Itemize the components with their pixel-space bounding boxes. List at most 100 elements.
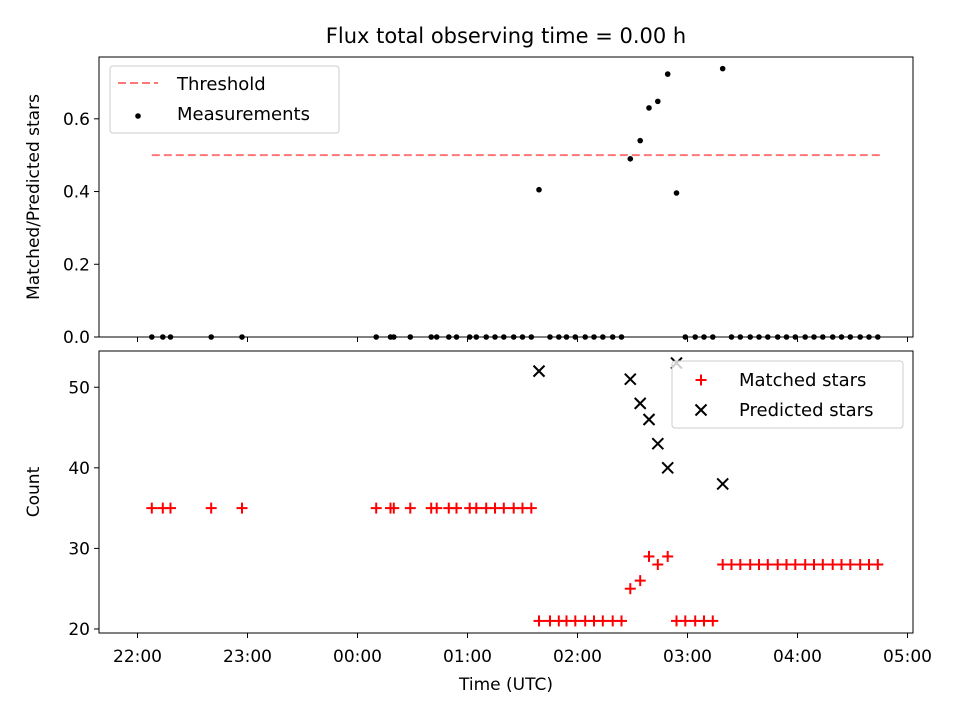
legend-predicted-swatch-b — [694, 403, 708, 417]
data-point — [453, 334, 460, 340]
data-point — [146, 502, 158, 514]
data-point — [624, 372, 637, 386]
data-point — [701, 334, 707, 340]
data-point — [651, 437, 665, 450]
data-point — [847, 334, 854, 340]
data-point — [692, 334, 698, 340]
data-point — [844, 559, 856, 571]
legend-predicted-label: Predicted stars — [739, 400, 873, 421]
count-panel: 22:00 23:00 00:00 01:00 02:00 03:00 04:00 05:00… — [24, 350, 932, 667]
legend-frame — [671, 360, 904, 429]
y-tick-label: 40 — [68, 459, 90, 479]
x-tick-label: 22:00 — [113, 647, 162, 667]
y-tick-label: 20 — [68, 620, 90, 640]
y-tick-label: 50 — [68, 378, 90, 398]
x-tick-label: 02:00 — [553, 647, 602, 667]
legend-matched-swatch — [695, 374, 707, 386]
legend: Threshold Measurements — [109, 65, 340, 134]
y-tick-label: 0.0 — [63, 328, 90, 348]
data-point — [208, 334, 214, 340]
legend-measurements-label: Measurements — [177, 104, 310, 125]
y-tick-label: 30 — [68, 539, 90, 559]
data-point — [857, 334, 863, 340]
data-point — [756, 334, 762, 340]
data-point — [556, 334, 562, 340]
data-point — [431, 502, 443, 514]
data-point — [483, 334, 490, 340]
data-point — [597, 615, 609, 627]
x-tick-label: 00:00 — [333, 647, 382, 667]
data-point — [774, 334, 781, 340]
x-tick-label: 03:00 — [663, 647, 712, 667]
data-point — [811, 334, 817, 340]
legend-measurements-swatch — [135, 113, 141, 119]
data-point-b — [661, 461, 674, 475]
data-point — [547, 334, 553, 340]
data-point — [373, 334, 380, 340]
data-point — [627, 156, 634, 162]
x-tick-label: 05:00 — [883, 647, 932, 667]
data-point — [866, 334, 872, 340]
x-tick-label: 01:00 — [443, 647, 492, 667]
x-tick-label: 04:00 — [773, 647, 822, 667]
data-point — [563, 334, 570, 340]
data-point — [734, 559, 746, 571]
data-point — [716, 477, 729, 491]
data-point-b — [624, 372, 637, 386]
data-point — [407, 334, 414, 340]
data-point — [525, 502, 537, 514]
data-point — [582, 334, 588, 340]
data-point — [473, 334, 480, 340]
data-point — [783, 334, 790, 340]
data-point — [652, 559, 664, 571]
data-point — [707, 615, 719, 627]
data-point-b — [716, 477, 729, 491]
legend-predicted-swatch — [694, 403, 708, 417]
ratio-panel: 0.0 0.2 0.4 0.6 Matched/Predicted stars Thres… — [24, 56, 914, 348]
series-matched-stars — [146, 502, 884, 627]
data-point — [765, 334, 771, 340]
data-point — [572, 334, 579, 340]
data-point — [536, 186, 542, 193]
data-point-b — [633, 397, 647, 410]
data-point — [820, 334, 826, 340]
data-point — [673, 190, 680, 196]
data-point — [728, 334, 735, 340]
data-point — [679, 615, 691, 627]
data-point — [875, 334, 881, 340]
data-point — [433, 334, 440, 340]
data-point — [642, 413, 656, 426]
data-point — [872, 559, 884, 571]
data-point — [633, 397, 647, 410]
x-tick-label: 23:00 — [223, 647, 272, 667]
data-point — [533, 615, 545, 627]
data-point — [532, 364, 546, 378]
data-point — [510, 334, 517, 340]
data-point — [789, 559, 801, 571]
data-point — [428, 334, 435, 340]
plot-area-frame — [98, 350, 914, 634]
panels: 0.0 0.2 0.4 0.6 Matched/Predicted stars Thres… — [24, 56, 932, 667]
data-point — [802, 334, 808, 340]
data-point — [762, 559, 774, 571]
data-point — [591, 334, 597, 340]
data-point — [160, 334, 166, 340]
data-point — [519, 334, 526, 340]
data-point — [637, 137, 643, 144]
series-measurements — [149, 65, 881, 340]
data-point — [737, 334, 744, 340]
data-point — [662, 550, 674, 562]
y-tick-label: 0.2 — [63, 255, 90, 275]
data-point — [747, 334, 753, 340]
data-point — [817, 559, 829, 571]
data-point — [600, 334, 606, 340]
data-point — [646, 105, 652, 111]
data-point — [492, 334, 498, 340]
data-point — [466, 334, 473, 340]
data-point — [498, 502, 510, 514]
data-point — [569, 615, 581, 627]
legend-frame — [109, 65, 340, 134]
data-point — [682, 334, 689, 340]
data-point — [404, 502, 416, 514]
